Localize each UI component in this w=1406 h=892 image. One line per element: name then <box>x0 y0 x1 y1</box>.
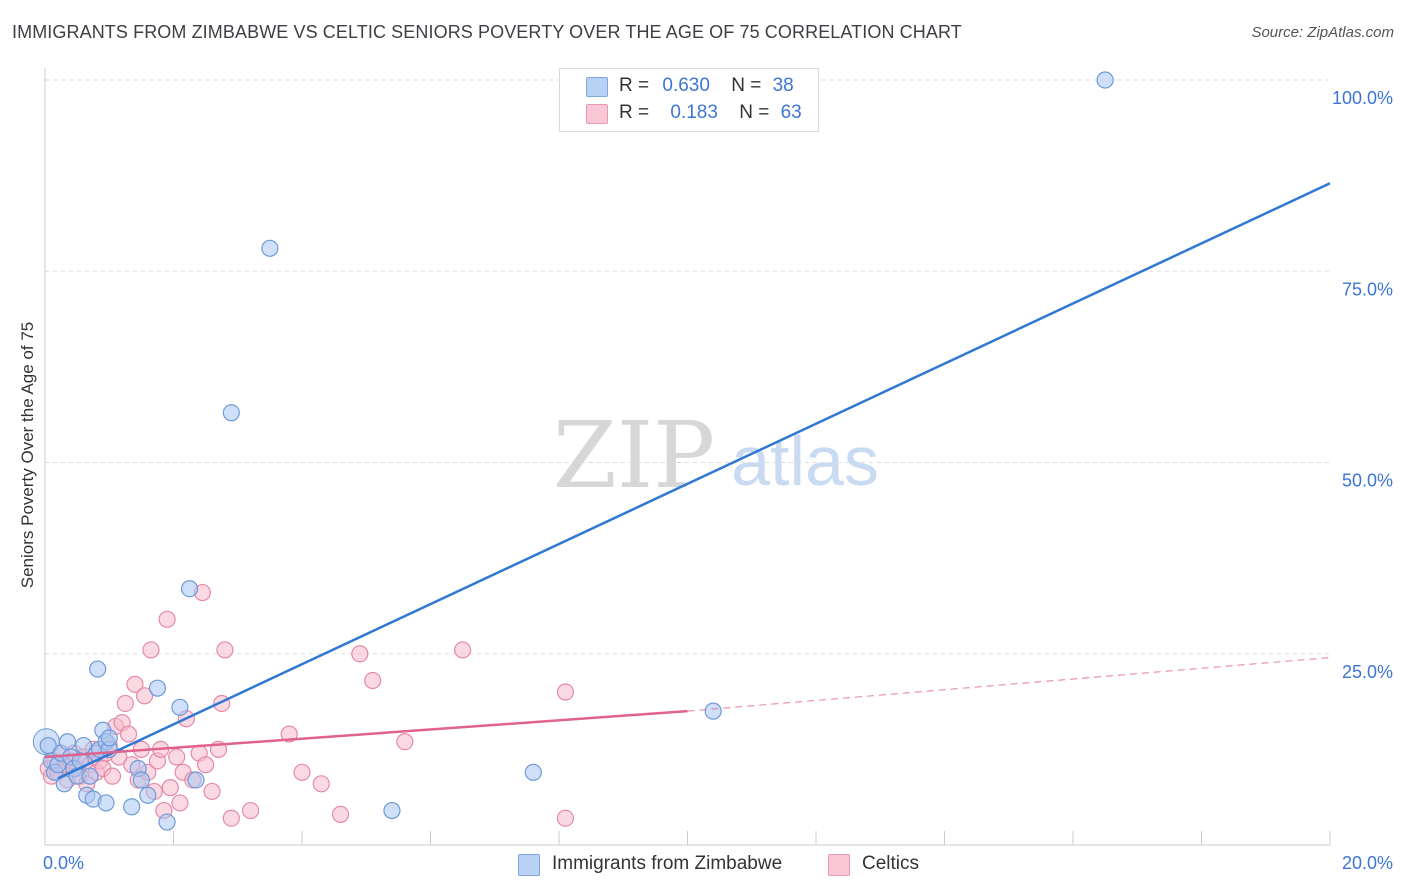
legend-r-label: R = <box>619 75 650 96</box>
trend-lines <box>44 182 1331 780</box>
celtics-point <box>158 610 176 628</box>
zimbabwe-point <box>222 404 240 422</box>
legend-n-label: N = <box>731 75 762 96</box>
celtics-point <box>312 775 330 793</box>
tick-labels: 25.0% 50.0% 75.0% 100.0% 0.0% 20.0% <box>43 88 1393 873</box>
legend-swatch-blue <box>586 77 608 97</box>
bottom-legend-swatch-blue <box>518 854 540 876</box>
celtics-point <box>197 756 215 774</box>
zimbabwe-point <box>524 763 542 781</box>
legend-n-value: 63 <box>780 102 802 123</box>
y-tick-label: 25.0% <box>1342 662 1393 682</box>
bottom-legend-label: Immigrants from Zimbabwe <box>552 853 783 874</box>
celtics-point <box>556 683 575 701</box>
y-tick-label: 100.0% <box>1332 88 1393 108</box>
zimbabwe-point <box>139 786 157 804</box>
celtics-point <box>364 671 382 690</box>
bottom-legend-label: Celtics <box>862 853 920 874</box>
celtics-point <box>331 805 350 824</box>
celtics-trend-line <box>44 709 688 759</box>
celtics-point <box>103 767 122 785</box>
zimbabwe-point <box>97 794 115 812</box>
zimbabwe-point <box>383 801 401 820</box>
legend-r-label: R = <box>619 102 650 123</box>
celtics-point <box>119 725 138 743</box>
x-tick-label-max: 20.0% <box>1342 853 1393 873</box>
zimbabwe-point <box>148 679 167 697</box>
celtics-point <box>171 794 189 812</box>
celtics-point <box>222 809 240 827</box>
correlation-legend: R = 0.630 N = 38 R = 0.183 N = 63 <box>559 68 819 132</box>
legend-n-label: N = <box>739 102 770 123</box>
legend-n-value: 38 <box>772 75 794 96</box>
celtics-point <box>203 782 221 801</box>
zimbabwe-point <box>100 729 118 747</box>
celtics-point <box>142 641 160 659</box>
y-tick-label: 50.0% <box>1342 471 1393 491</box>
celtics-point <box>556 809 575 827</box>
y-tick-label: 75.0% <box>1342 279 1393 299</box>
zimbabwe-points <box>39 71 1114 831</box>
legend-r-value: 0.183 <box>670 102 718 123</box>
x-tick-label-min: 0.0% <box>43 853 84 873</box>
zimbabwe-point <box>704 702 722 720</box>
source-label: Source: ZipAtlas.com <box>1251 24 1394 41</box>
celtics-point <box>135 687 154 705</box>
zimbabwe-point <box>132 771 150 789</box>
celtics-point <box>351 645 369 663</box>
watermark: ZIP atlas <box>553 402 879 509</box>
celtics-point <box>396 733 414 751</box>
watermark-zip: ZIP <box>553 402 715 509</box>
celtics-point <box>242 801 260 820</box>
legend-swatch-pink <box>586 104 608 124</box>
celtics-point <box>161 779 179 797</box>
grid-lines <box>45 79 1330 655</box>
zimbabwe-point <box>171 698 189 716</box>
celtics-points <box>32 583 575 827</box>
zimbabwe-point <box>89 660 107 678</box>
y-axis-title: Seniors Poverty Over the Age of 75 <box>18 321 37 589</box>
celtics-point <box>116 694 134 713</box>
celtics-point <box>293 763 311 781</box>
zimbabwe-point <box>123 798 141 816</box>
zimbabwe-point <box>180 580 199 598</box>
zimbabwe-point <box>158 813 176 831</box>
watermark-atlas: atlas <box>731 422 879 500</box>
celtics-point <box>126 675 144 693</box>
celtics-point <box>168 748 186 766</box>
legend-r-value: 0.630 <box>662 75 710 96</box>
zimbabwe-point <box>187 771 205 789</box>
axes <box>44 68 1331 846</box>
celtics-trend-extension <box>687 656 1331 712</box>
zimbabwe-point <box>1096 71 1114 89</box>
zimbabwe-trend-line <box>57 182 1331 780</box>
bottom-legend-swatch-pink <box>828 854 850 876</box>
zimbabwe-point <box>261 239 279 257</box>
celtics-point <box>216 641 234 659</box>
zimbabwe-point <box>81 767 99 785</box>
celtics-point <box>454 641 472 659</box>
chart-title: IMMIGRANTS FROM ZIMBABWE VS CELTIC SENIO… <box>12 22 962 42</box>
zimbabwe-point <box>58 733 77 751</box>
